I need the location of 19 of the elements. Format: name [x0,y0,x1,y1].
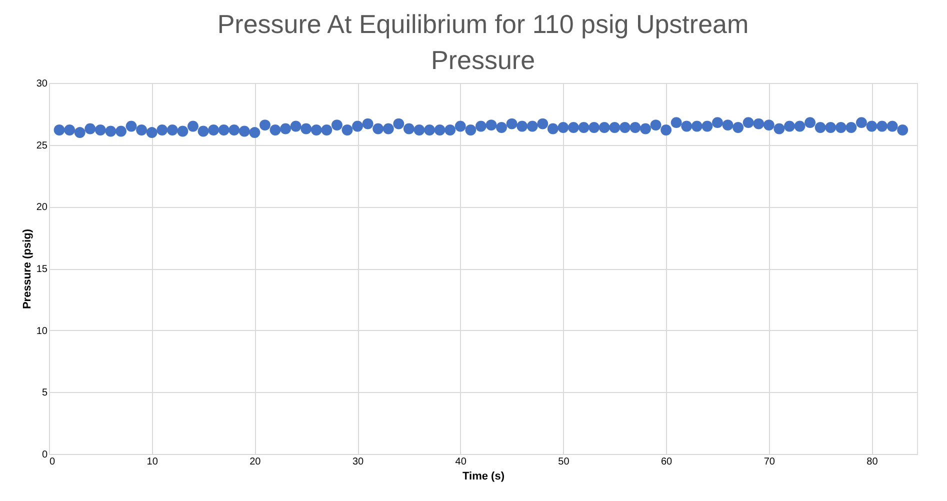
y-axis-title: Pressure (psig) [21,228,34,310]
x-tick-label: 70 [764,456,776,468]
x-tick-label: 20 [250,456,262,468]
y-tick-label: 0 [42,450,48,460]
x-tick-label: 60 [661,456,673,468]
y-tick-label: 10 [36,326,48,337]
y-tick-label: 15 [36,264,48,275]
y-tick-label: 25 [36,140,48,152]
y-tick-label: 30 [36,78,48,90]
x-tick-label: 10 [146,456,158,468]
x-tick-label: 80 [866,456,878,468]
y-tick-label: 5 [42,388,48,399]
x-axis-title: Time (s) [462,470,505,482]
chart-title: Pressure At Equilibrium for 110 psig Upstream Pressure [217,9,749,75]
x-tick-label: 40 [455,456,467,468]
x-tick-label: 50 [558,456,570,468]
y-tick-label: 20 [36,202,48,214]
x-tick-label: 0 [50,456,56,468]
x-tick-label: 30 [352,456,364,468]
